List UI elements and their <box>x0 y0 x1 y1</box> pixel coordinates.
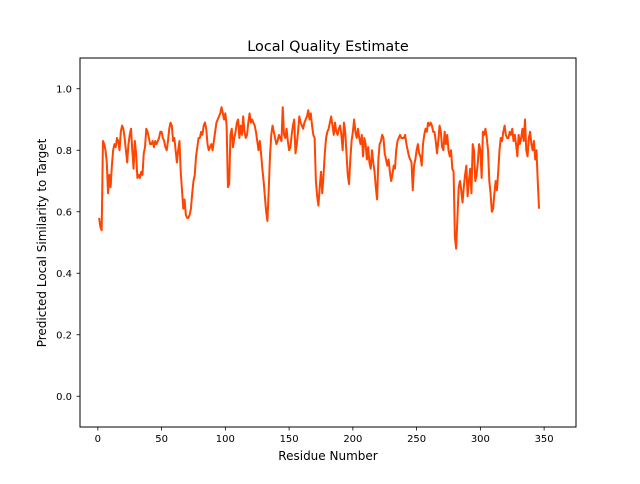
x-tick-label: 200 <box>343 434 362 445</box>
chart-title: Local Quality Estimate <box>247 39 409 55</box>
plot-frame <box>79 57 577 428</box>
x-tick-label: 300 <box>471 434 490 445</box>
y-tick-label: 0.6 <box>56 207 72 218</box>
x-axis-label: Residue Number <box>278 449 377 463</box>
series-line <box>98 106 541 250</box>
x-tick-label: 100 <box>216 434 235 445</box>
plot-area: 0 50 100 150 200 250 300 350 0.0 0.2 0.4 0.6 0.8 1.0 <box>56 57 577 445</box>
y-tick-label: 0.4 <box>56 269 72 280</box>
y-axis-label: Predicted Local Similarity to Target <box>35 138 49 347</box>
x-tick-label: 250 <box>407 434 426 445</box>
y-tick-label: 0.2 <box>56 330 72 341</box>
y-tick-label: 1.0 <box>56 84 72 95</box>
x-tick-label: 50 <box>155 434 168 445</box>
y-tick-label: 0.0 <box>56 392 72 403</box>
x-tick-label: 150 <box>280 434 299 445</box>
x-tick-label: 0 <box>95 434 101 445</box>
x-tick-label: 350 <box>535 434 554 445</box>
y-tick-label: 0.8 <box>56 146 72 157</box>
